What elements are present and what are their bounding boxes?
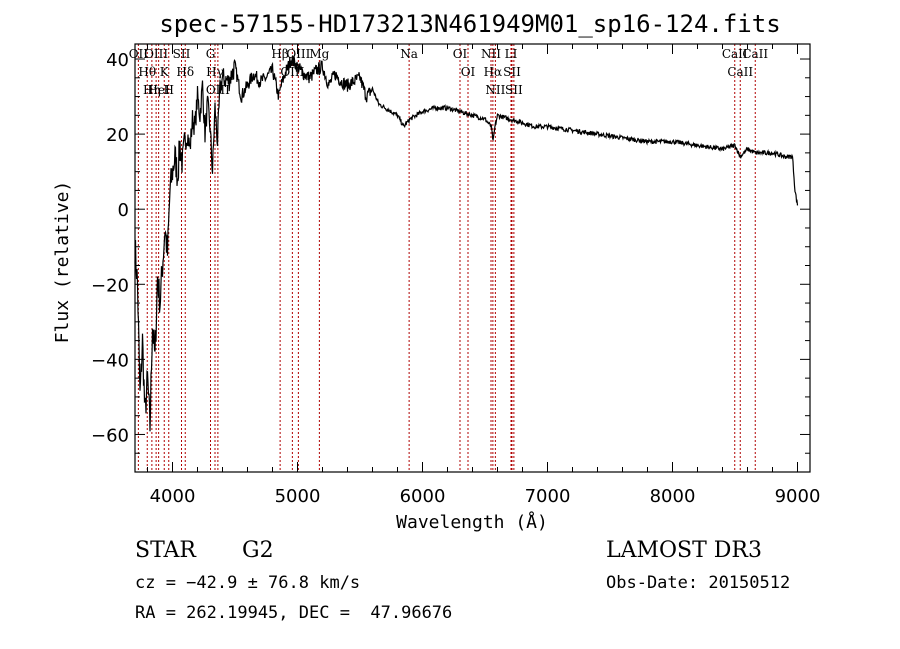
chart-title: spec-57155-HD173213N461949M01_sp16-124.f… bbox=[159, 10, 780, 38]
spectral-line-label: HeI bbox=[147, 83, 170, 97]
spectral-line-label: CaII bbox=[742, 47, 768, 61]
x-tick-label: 8000 bbox=[650, 486, 696, 507]
plot-frame bbox=[134, 43, 811, 473]
spectral-line-label: G bbox=[206, 47, 216, 61]
spectral-line-labels: OIIHθHηOIIIHeIKHSIIHδGHγOIIIHβOIIIOIIIMg… bbox=[129, 47, 769, 97]
spectral-line-label: Mg bbox=[309, 47, 329, 61]
x-tick-label: 4000 bbox=[150, 486, 196, 507]
spectral-line-label: CaII bbox=[722, 47, 748, 61]
y-tick-label: −20 bbox=[91, 275, 129, 296]
spectral-line-markers bbox=[137, 44, 756, 472]
y-tick-label: −60 bbox=[91, 425, 129, 446]
x-tick-label: 7000 bbox=[525, 486, 571, 507]
x-tick-label: 5000 bbox=[275, 486, 321, 507]
spectral-line-label: H bbox=[164, 83, 174, 97]
coordinates: RA = 262.19945, DEC = 47.96676 bbox=[135, 603, 453, 623]
y-axis-label: Flux (relative) bbox=[52, 181, 73, 344]
observation-date: Obs-Date: 20150512 bbox=[606, 573, 791, 593]
spectral-line-label: SII bbox=[503, 65, 521, 79]
spectral-subclass: G2 bbox=[242, 538, 274, 563]
x-tick-label: 9000 bbox=[775, 486, 821, 507]
spectral-line-label: Hγ bbox=[206, 65, 224, 79]
spectral-line-label: Hα bbox=[484, 65, 503, 79]
spectral-line-label: K bbox=[160, 65, 170, 79]
y-tick-label: 40 bbox=[106, 50, 129, 71]
spectral-line-label: LI bbox=[505, 47, 518, 61]
spectral-line-label: NII bbox=[481, 47, 501, 61]
spectral-line-label: Na bbox=[400, 47, 418, 61]
x-axis-ticks: 4000 5000 6000 7000 8000 9000 bbox=[147, 44, 821, 507]
redshift-cz: cz = −42.9 ± 76.8 km/s bbox=[135, 573, 361, 593]
spectrum-line bbox=[134, 55, 799, 432]
y-tick-label: 20 bbox=[106, 125, 129, 146]
spectral-line-label: OI bbox=[453, 47, 468, 61]
spectral-line-label: OIII bbox=[144, 47, 168, 61]
spectral-line-label: Hβ bbox=[271, 47, 288, 61]
y-tick-label: −40 bbox=[91, 350, 129, 371]
y-axis-ticks: −60 −40 −20 0 20 40 bbox=[91, 50, 810, 473]
spectral-line-label: Hη bbox=[143, 83, 161, 97]
spectral-line-label: SII bbox=[505, 83, 523, 97]
spectral-line-label: CaII bbox=[727, 65, 753, 79]
spectral-line-label: Hδ bbox=[176, 65, 194, 79]
spectral-line-label: Hθ bbox=[138, 65, 156, 79]
object-class: STAR bbox=[135, 538, 196, 563]
x-tick-label: 6000 bbox=[400, 486, 446, 507]
survey-name: LAMOST DR3 bbox=[606, 538, 762, 563]
spectral-line-label: OII bbox=[129, 47, 149, 61]
spectral-line-label: NII bbox=[485, 83, 505, 97]
spectral-line-label: OIII bbox=[206, 83, 230, 97]
spectral-line-label: SII bbox=[173, 47, 191, 61]
spectral-line-label: OI bbox=[461, 65, 476, 79]
x-axis-label: Wavelength (Å) bbox=[396, 511, 548, 533]
y-tick-label: 0 bbox=[118, 200, 129, 221]
spectrum-plot: spec-57155-HD173213N461949M01_sp16-124.f… bbox=[52, 10, 821, 533]
